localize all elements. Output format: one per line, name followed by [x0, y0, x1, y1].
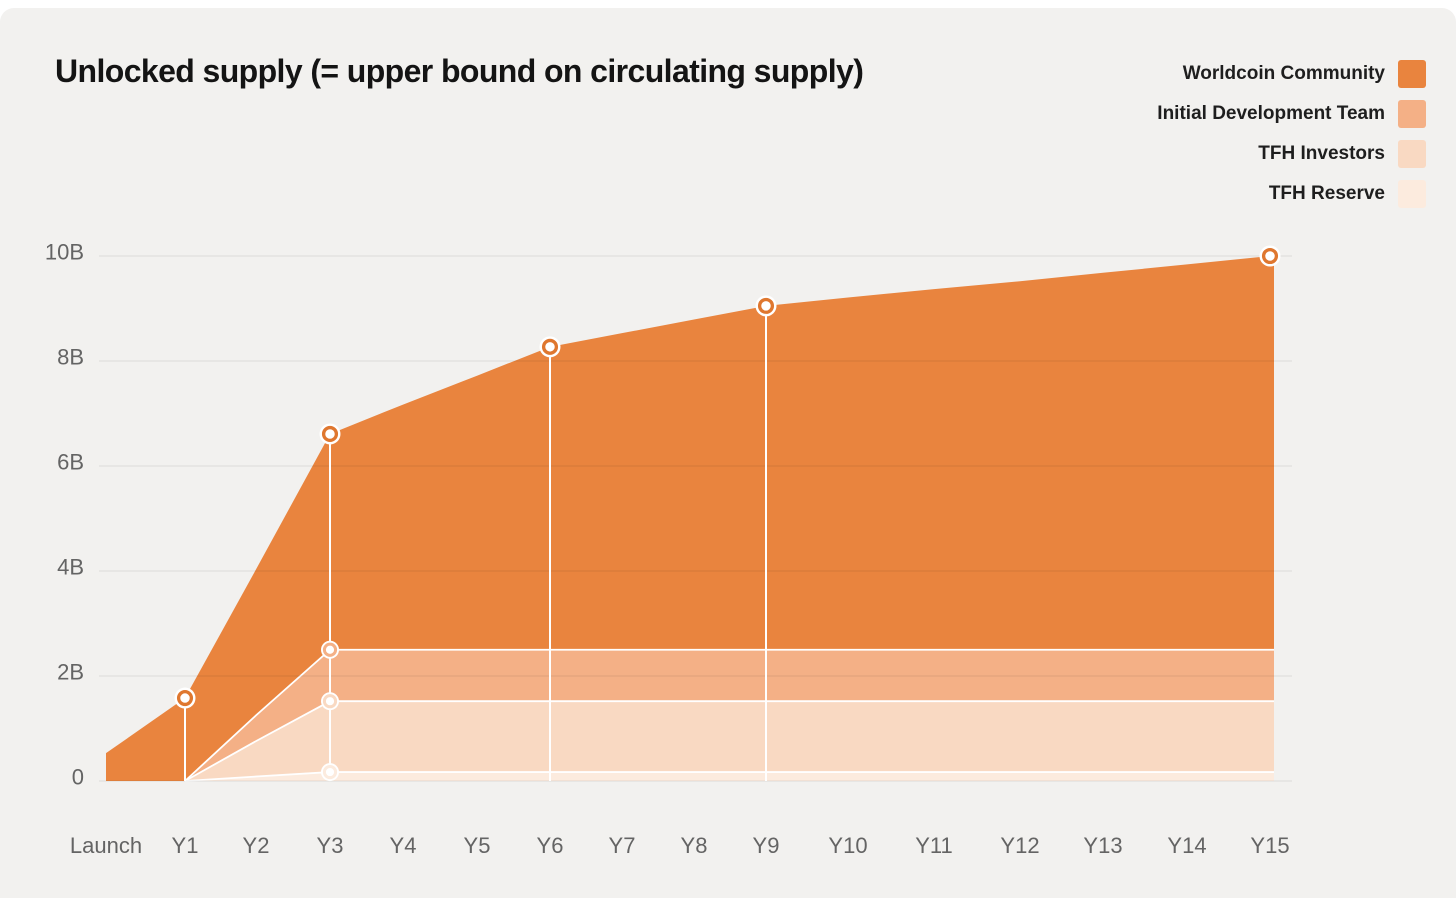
- y-tick-label-0: 0: [72, 765, 84, 790]
- x-tick-label-y9: Y9: [753, 833, 780, 858]
- y-tick-label-10b: 10B: [45, 240, 84, 265]
- marker-y3-investors_top: [322, 694, 338, 709]
- marker-y6-total: [541, 338, 559, 355]
- x-tick-label-y7: Y7: [609, 833, 636, 858]
- area-tfh-reserve: [106, 772, 1274, 781]
- legend-label: Worldcoin Community: [1182, 63, 1385, 84]
- marker-y1-total: [176, 689, 194, 707]
- legend-swatch-worldcoin-community: [1398, 60, 1426, 88]
- x-tick-label-y13: Y13: [1083, 833, 1122, 858]
- legend-swatch-tfh-investors: [1398, 140, 1426, 168]
- area-tfh-investors: [106, 701, 1274, 781]
- legend-label: TFH Reserve: [1268, 183, 1385, 204]
- x-tick-label-y5: Y5: [464, 833, 491, 858]
- legend-item-tfh-reserve: TFH Reserve: [1157, 180, 1426, 208]
- legend-swatch-initial-development-team: [1398, 100, 1426, 128]
- area-initial-development-team: [106, 649, 1274, 781]
- boundary-line-tfh-investors: [184, 700, 1274, 782]
- y-tick-label-4b: 4B: [57, 555, 84, 580]
- legend-label: TFH Investors: [1258, 143, 1385, 164]
- legend: Worldcoin Community Initial Development T…: [1157, 60, 1426, 220]
- x-tick-label-y4: Y4: [390, 833, 417, 858]
- x-tick-label-y3: Y3: [317, 833, 344, 858]
- x-tick-label-y8: Y8: [681, 833, 708, 858]
- x-tick-label-y15: Y15: [1250, 833, 1289, 858]
- marker-y3-total: [321, 425, 339, 443]
- boundary-line-initial-development-team: [184, 648, 1274, 782]
- legend-item-worldcoin-community: Worldcoin Community: [1157, 60, 1426, 88]
- x-tick-label-y12: Y12: [1000, 833, 1039, 858]
- x-tick-label-y14: Y14: [1167, 833, 1206, 858]
- marker-y3-idt_top: [322, 642, 338, 657]
- y-tick-label-8b: 8B: [57, 345, 84, 370]
- legend-swatch-tfh-reserve: [1398, 180, 1426, 208]
- marker-y15-total: [1261, 247, 1279, 265]
- boundary-line-tfh-reserve: [184, 771, 1274, 782]
- x-tick-label-launch: Launch: [70, 833, 142, 858]
- legend-item-initial-development-team: Initial Development Team: [1157, 100, 1426, 128]
- x-tick-label-y6: Y6: [537, 833, 564, 858]
- x-tick-label-y2: Y2: [243, 833, 270, 858]
- marker-y9-total: [757, 297, 775, 314]
- y-tick-label-2b: 2B: [57, 660, 84, 685]
- x-tick-label-y11: Y11: [915, 833, 953, 858]
- legend-item-tfh-investors: TFH Investors: [1157, 140, 1426, 168]
- x-tick-label-y1: Y1: [172, 833, 199, 858]
- chart-title: Unlocked supply (= upper bound on circul…: [55, 53, 864, 89]
- x-tick-label-y10: Y10: [828, 833, 867, 858]
- y-tick-label-6b: 6B: [57, 450, 84, 475]
- marker-y3-reserve_top: [322, 764, 338, 780]
- legend-label: Initial Development Team: [1157, 103, 1385, 124]
